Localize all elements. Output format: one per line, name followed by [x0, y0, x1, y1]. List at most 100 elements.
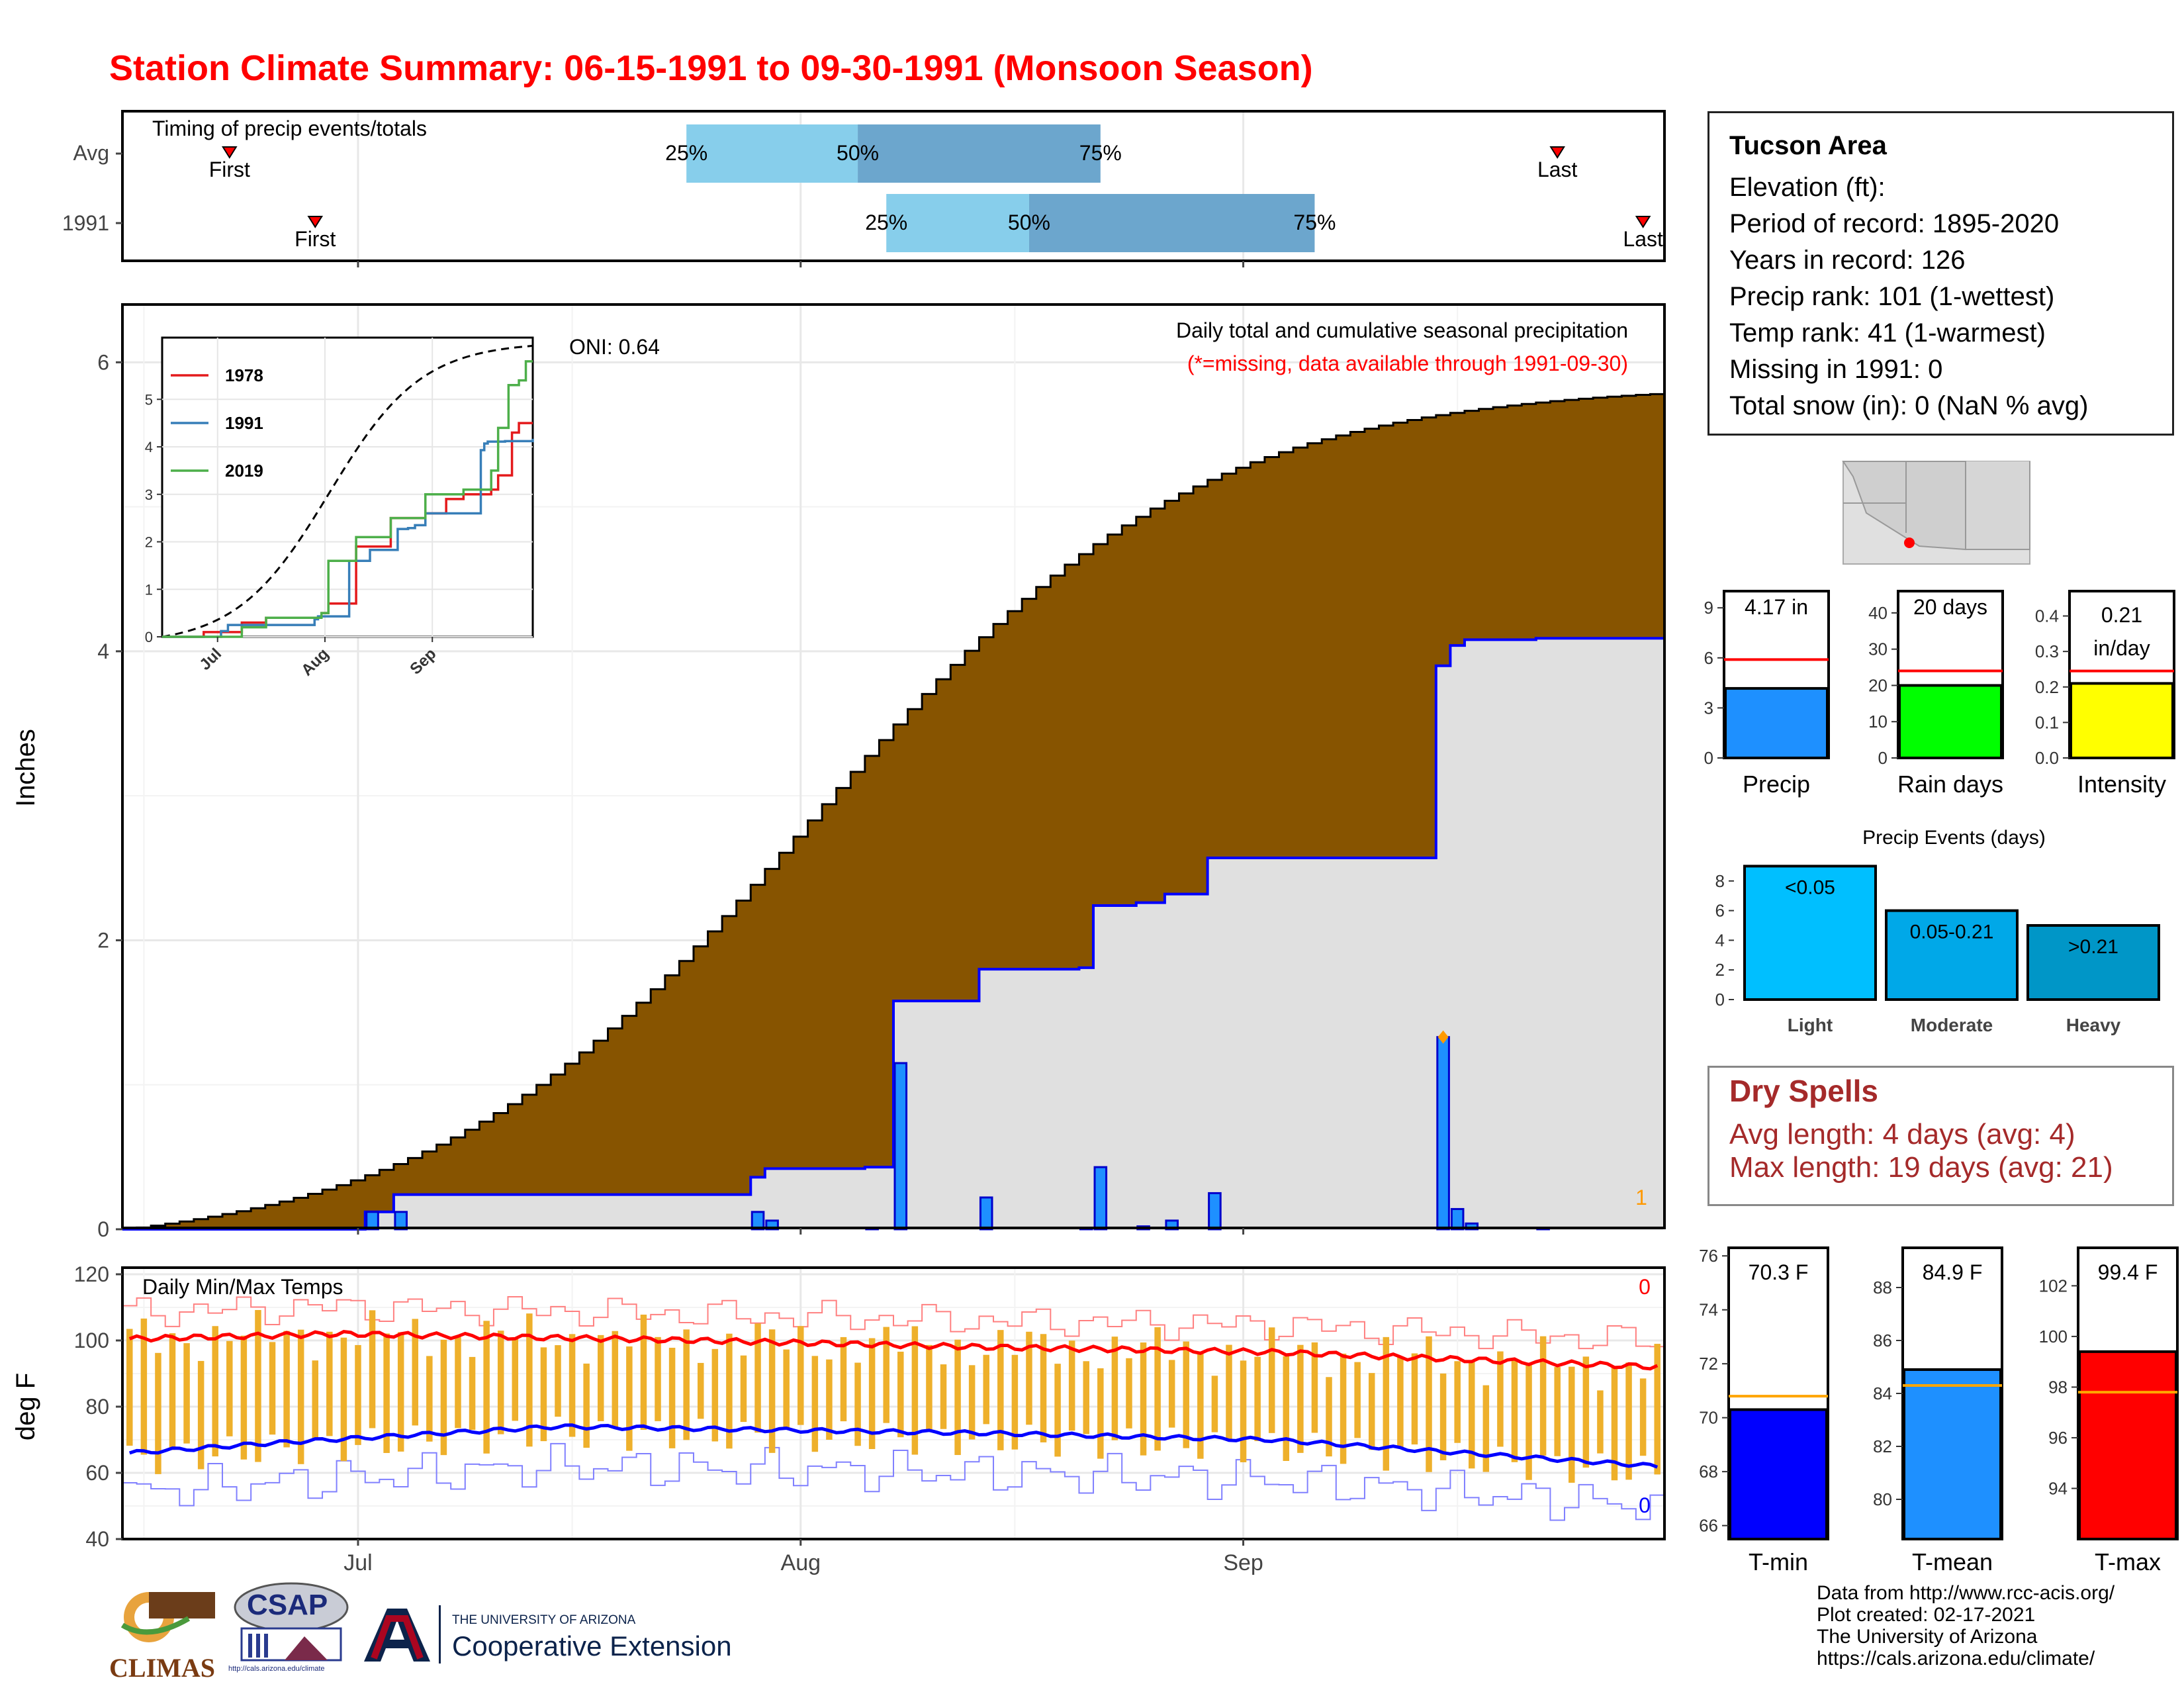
temp-stat-tick-label: 94 [2048, 1478, 2068, 1498]
stat-bar [1898, 684, 2003, 760]
temp-stat-value: 70.3 F [1749, 1260, 1809, 1284]
daily-temp-bar [355, 1344, 361, 1445]
daily-temp-bar [698, 1362, 704, 1419]
dry-spells-box: Dry Spells Avg length: 4 days (avg: 4) M… [1707, 1066, 2174, 1206]
credit-line: The University of Arizona [1817, 1626, 2038, 1648]
daily-temp-bar [811, 1356, 819, 1452]
ua-a-icon [364, 1609, 430, 1662]
temp-stat-value: 99.4 F [2098, 1260, 2158, 1284]
timing-last-label: Last [1623, 227, 1663, 251]
station-marker [1904, 538, 1915, 548]
credit-line: https://cals.arizona.edu/climate/ [1817, 1648, 2095, 1669]
daily-temp-bar [169, 1333, 176, 1450]
temp-y-tick-label: 120 [74, 1262, 109, 1286]
x-axis: Jul Aug Sep [343, 261, 1263, 1575]
chart-title: Station Climate Summary: 06-15-1991 to 0… [109, 48, 1313, 88]
precip-events-chart: Precip Events (days) <0.05 Light 0.05-0.21 M… [1715, 827, 2160, 1035]
daily-temp-bar [997, 1330, 1004, 1450]
station-line: Missing in 1991: 0 [1729, 355, 1943, 384]
stat-label: Intensity [2077, 771, 2166, 798]
daily-precip-bar [1208, 1192, 1222, 1231]
timing-p50-label: 50% [1008, 211, 1050, 234]
daily-temp-bar [369, 1310, 376, 1429]
timing-bars: 25% 50% 75% First Last 25% 50% 75% First Last [116, 124, 1663, 252]
temp-stat-tick-label: 76 [1699, 1246, 1718, 1266]
timing-first-label: First [209, 158, 250, 181]
temp-stat-tick-label: 74 [1699, 1300, 1718, 1320]
precip-y-tick-label: 6 [97, 350, 109, 374]
daily-temp-bar [1140, 1342, 1147, 1456]
daily-temp-bar [183, 1343, 190, 1444]
daily-temp-bar [626, 1346, 633, 1451]
daily-temp-bar [1511, 1358, 1518, 1462]
temp-stat-tick-label: 80 [1873, 1489, 1892, 1509]
daily-precip-bar [979, 1196, 993, 1231]
daily-temp-bar [512, 1338, 519, 1421]
inset-y-tick-label: 5 [145, 391, 153, 408]
precip-y-tick-label: 0 [97, 1217, 109, 1241]
temp-stat-tick-label: 100 [2039, 1327, 2068, 1346]
temp-stat-tick-label: 70 [1699, 1408, 1718, 1428]
daily-temp-bar [1054, 1364, 1061, 1457]
daily-temp-bar [1397, 1356, 1404, 1448]
daily-temp-bar [597, 1335, 604, 1421]
daily-temp-bar [1454, 1361, 1461, 1443]
temp-y-tick-label: 60 [85, 1461, 109, 1485]
stat-value-text: 4.17 in [1745, 595, 1808, 619]
csap-logo-icon [234, 1582, 349, 1662]
timing-iqr-upper [1028, 194, 1315, 252]
avg-cumulative-line [122, 393, 1664, 1231]
x-tick-label: Jul [343, 1550, 372, 1575]
daily-temp-bar [297, 1329, 304, 1464]
stat-tick-label: 0 [1704, 748, 1713, 768]
events-tick-label: 0 [1715, 990, 1725, 1009]
ua-small-text: THE UNIVERSITY OF ARIZONA [452, 1613, 636, 1627]
daily-temp-bar [1554, 1367, 1561, 1456]
timing-row-1991-label: 1991 [62, 211, 109, 235]
timing-panel: 25% 50% 75% First Last 25% 50% 75% First Last Tim… [62, 110, 1666, 262]
daily-temp-bar [283, 1331, 290, 1448]
temp-stat-bar [1903, 1368, 2002, 1540]
daily-temp-bar [1625, 1362, 1632, 1480]
daily-temp-bar [426, 1356, 433, 1442]
inset-y-tick-label: 3 [145, 487, 153, 503]
timing-first-label: First [295, 227, 336, 251]
daily-temp-bar [883, 1327, 889, 1423]
daily-temp-bar [1011, 1354, 1019, 1450]
station-line: Temp rank: 41 (1-warmest) [1729, 318, 2046, 348]
temp-stat-bar [1729, 1408, 1828, 1540]
events-tick-label: 4 [1715, 930, 1725, 950]
stats-bars: 4.17 in 0 3 6 9 Precip 20 days 0 10 20 30 40 Rain da… [1704, 590, 2175, 798]
precip-y-label: Inches [11, 729, 40, 807]
csap-logo-url: http://cals.arizona.edu/climate [228, 1665, 325, 1673]
daily-temp-bar [383, 1333, 390, 1453]
daily-temp-bar [754, 1323, 761, 1433]
daily-temp-bar [897, 1351, 904, 1438]
stat-tick-label: 0.0 [2035, 748, 2059, 768]
daily-temp-bar [1197, 1352, 1204, 1459]
events-bar-label: Heavy [2066, 1015, 2121, 1035]
timing-last-marker [1549, 146, 1565, 159]
daily-temp-bar [569, 1334, 576, 1437]
precip-panel: 0 2 4 6 Inches ONI: 0.64 Daily total and cu… [11, 303, 1666, 1241]
stat-tick-label: 9 [1704, 598, 1713, 618]
min-missing-count: 0 [1639, 1493, 1651, 1517]
daily-temp-bar [1040, 1334, 1047, 1442]
inset-legend-label: 1978 [225, 365, 263, 385]
temp-series [122, 1295, 1664, 1521]
daily-temp-bar [1497, 1351, 1504, 1447]
daily-temp-bar [1569, 1366, 1575, 1483]
timing-last-marker [1635, 216, 1651, 228]
stat-tick-label: 0.2 [2035, 677, 2059, 697]
daily-temp-bar [197, 1360, 205, 1470]
stat-tick-label: 30 [1868, 639, 1888, 659]
daily-temp-bar [1183, 1341, 1190, 1448]
daily-temp-bar [968, 1365, 976, 1440]
stat-tick-label: 10 [1868, 712, 1888, 731]
daily-temp-bar [1654, 1344, 1661, 1475]
daily-temp-bar [483, 1321, 490, 1454]
credit-line: Plot created: 02-17-2021 [1817, 1604, 2036, 1626]
temp-stat-label: T-mean [1912, 1548, 1993, 1575]
daily-temp-bar [526, 1313, 533, 1447]
station-line: Elevation (ft): [1729, 173, 1886, 202]
